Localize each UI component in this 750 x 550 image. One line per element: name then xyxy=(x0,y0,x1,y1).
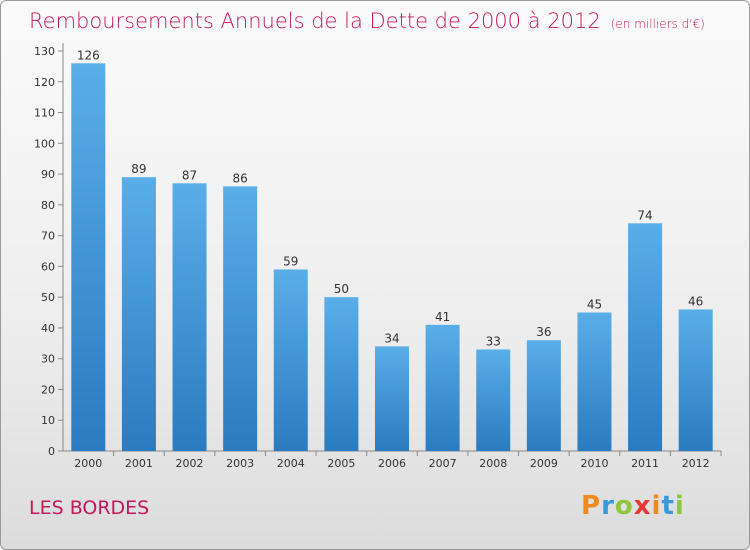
x-tick-label: 2000 xyxy=(74,457,102,470)
bar xyxy=(678,309,713,451)
y-tick-label: 10 xyxy=(41,414,55,427)
logo-letter: P xyxy=(581,491,602,521)
proxiti-logo: Proxiti xyxy=(581,491,685,521)
data-label: 87 xyxy=(182,168,197,182)
bar xyxy=(375,346,409,451)
x-tick-label: 2010 xyxy=(580,457,608,470)
bar xyxy=(476,349,511,451)
x-tick-label: 2012 xyxy=(682,457,710,470)
logo-letter: i xyxy=(674,491,685,521)
x-tick-label: 2009 xyxy=(530,457,558,470)
data-label: 86 xyxy=(233,171,248,185)
bar xyxy=(71,63,106,452)
logo-letter: t xyxy=(661,491,675,521)
y-tick-label: 70 xyxy=(41,230,55,243)
data-label: 46 xyxy=(688,294,703,308)
y-tick-label: 100 xyxy=(34,137,55,150)
commune-name: LES BORDES xyxy=(29,497,150,519)
logo-letter: r xyxy=(601,491,615,521)
data-label: 74 xyxy=(637,208,652,222)
data-label: 36 xyxy=(536,325,551,339)
chart-subtitle: (en milliers d'€) xyxy=(610,17,705,31)
data-label: 59 xyxy=(283,254,298,268)
x-tick-label: 2001 xyxy=(125,457,153,470)
y-tick-label: 120 xyxy=(34,76,55,89)
bar xyxy=(577,312,612,451)
y-tick-label: 30 xyxy=(41,353,55,366)
x-tick-label: 2002 xyxy=(176,457,204,470)
bar xyxy=(273,269,308,451)
data-label: 45 xyxy=(587,298,602,312)
bar xyxy=(121,177,156,451)
data-label: 33 xyxy=(486,334,501,348)
y-tick-label: 0 xyxy=(48,445,55,458)
logo-letter: i xyxy=(651,491,662,521)
bar xyxy=(425,324,460,451)
y-tick-label: 130 xyxy=(34,45,55,58)
y-tick-label: 80 xyxy=(41,199,55,212)
data-label: 41 xyxy=(435,310,450,324)
x-tick-label: 2011 xyxy=(631,457,659,470)
data-label: 126 xyxy=(77,48,100,62)
y-tick-label: 50 xyxy=(41,291,55,304)
bar xyxy=(324,297,359,451)
bar xyxy=(172,183,207,452)
y-tick-label: 110 xyxy=(34,107,55,120)
data-label: 50 xyxy=(334,282,349,296)
data-label: 34 xyxy=(384,331,399,345)
x-tick-label: 2003 xyxy=(226,457,254,470)
y-tick-label: 40 xyxy=(41,322,55,335)
data-label: 89 xyxy=(131,162,146,176)
x-tick-label: 2005 xyxy=(327,457,355,470)
x-tick-label: 2006 xyxy=(378,457,406,470)
y-tick-label: 90 xyxy=(41,168,55,181)
logo-letter: x xyxy=(633,491,652,521)
x-tick-label: 2007 xyxy=(429,457,457,470)
x-tick-label: 2004 xyxy=(277,457,305,470)
logo-letter: o xyxy=(614,491,634,521)
x-tick-label: 2008 xyxy=(479,457,507,470)
bar xyxy=(526,340,561,451)
chart-title: Remboursements Annuels de la Dette de 20… xyxy=(29,9,705,33)
y-tick-label: 60 xyxy=(41,260,55,273)
chart-title-text: Remboursements Annuels de la Dette de 20… xyxy=(29,9,601,33)
bar xyxy=(223,186,258,451)
bar xyxy=(628,223,663,451)
y-tick-label: 20 xyxy=(41,383,55,396)
